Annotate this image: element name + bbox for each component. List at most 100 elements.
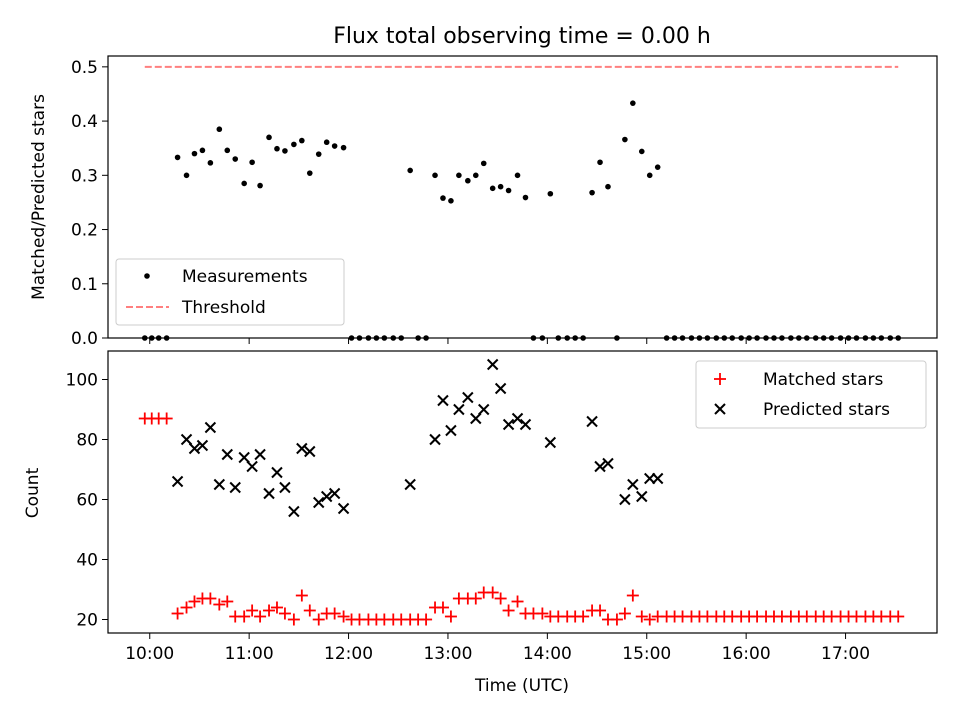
matched-point bbox=[494, 592, 507, 605]
matched-point bbox=[486, 586, 499, 599]
bottom-legend-frame bbox=[695, 360, 927, 429]
x-tick-label: 14:00 bbox=[523, 644, 572, 664]
measurement-point bbox=[597, 159, 603, 166]
x-tick-label: 13:00 bbox=[423, 644, 472, 664]
predicted-point bbox=[486, 358, 499, 371]
matched-point bbox=[188, 595, 201, 608]
top-y-axis-label: Matched/Predicted stars bbox=[29, 94, 49, 300]
predicted-point bbox=[453, 403, 465, 416]
measurement-point bbox=[274, 145, 280, 152]
predicted-point bbox=[445, 424, 457, 437]
top-legend: Measurements Threshold bbox=[115, 258, 345, 326]
predicted-point bbox=[180, 433, 193, 446]
measurement-point bbox=[432, 172, 438, 179]
y-tick-label: 0.3 bbox=[71, 166, 98, 186]
measurement-point bbox=[440, 195, 446, 201]
legend-predicted-marker bbox=[714, 403, 726, 415]
matched-point bbox=[892, 610, 905, 623]
measurement-point bbox=[407, 167, 413, 174]
y-tick-label: 80 bbox=[76, 431, 98, 451]
measurement-point bbox=[174, 154, 181, 161]
measurement-point bbox=[323, 139, 330, 146]
predicted-point bbox=[462, 391, 474, 404]
matched-point bbox=[337, 610, 350, 623]
x-tick-label: 11:00 bbox=[225, 644, 274, 664]
measurement-point bbox=[266, 134, 272, 141]
matched-point bbox=[502, 604, 515, 617]
measurement-point bbox=[605, 183, 611, 190]
matched-point bbox=[238, 610, 251, 623]
predicted-point bbox=[337, 502, 350, 515]
top-legend-frame bbox=[115, 258, 345, 326]
predicted-point bbox=[204, 421, 217, 434]
measurement-point bbox=[646, 172, 653, 179]
chart-title: Flux total observing time = 0.00 h bbox=[333, 24, 711, 49]
predicted-point bbox=[470, 412, 482, 425]
legend-predicted-label: Predicted stars bbox=[763, 400, 890, 420]
predicted-point bbox=[213, 478, 226, 491]
predicted-point bbox=[636, 490, 648, 503]
measurement-point bbox=[622, 136, 628, 143]
predicted-point bbox=[586, 415, 598, 428]
predicted-point bbox=[437, 394, 449, 407]
predicted-point bbox=[404, 478, 416, 491]
measurement-point bbox=[191, 150, 198, 157]
measurement-point bbox=[547, 190, 554, 197]
matched-point bbox=[263, 604, 276, 617]
legend-measurements-marker bbox=[144, 273, 150, 279]
y-tick-label: 60 bbox=[76, 491, 98, 511]
predicted-point bbox=[478, 403, 490, 416]
measurement-point bbox=[241, 180, 247, 187]
measurement-point bbox=[306, 170, 313, 176]
y-tick-label: 100 bbox=[66, 371, 98, 391]
predicted-point bbox=[619, 493, 631, 506]
measurement-point bbox=[199, 147, 206, 154]
x-axis-label: Time (UTC) bbox=[474, 676, 569, 696]
matched-point bbox=[221, 595, 234, 608]
measurement-point bbox=[514, 172, 521, 179]
predicted-point bbox=[171, 475, 184, 488]
predicted-point bbox=[328, 487, 341, 500]
matched-point bbox=[594, 604, 607, 617]
predicted-point bbox=[429, 433, 441, 446]
y-tick-label: 0.0 bbox=[71, 329, 98, 349]
x-tick-label: 15:00 bbox=[622, 644, 671, 664]
legend-threshold-label: Threshold bbox=[181, 298, 266, 318]
matched-point bbox=[246, 604, 259, 617]
matched-point bbox=[270, 601, 283, 614]
measurement-point bbox=[505, 187, 512, 194]
predicted-point bbox=[594, 460, 606, 473]
measurement-point bbox=[465, 177, 471, 184]
matched-point bbox=[610, 613, 623, 626]
matched-point bbox=[278, 607, 291, 620]
predicted-point bbox=[544, 436, 557, 449]
measurement-point bbox=[480, 160, 487, 167]
x-tick-label: 12:00 bbox=[324, 644, 373, 664]
predicted-point bbox=[602, 457, 614, 470]
matched-point bbox=[626, 589, 639, 602]
matched-point bbox=[295, 589, 308, 602]
measurement-point bbox=[249, 159, 255, 166]
matched-point bbox=[536, 607, 549, 620]
bottom-y-axis-label: Count bbox=[23, 467, 43, 518]
measurement-point bbox=[315, 151, 322, 157]
matched-point bbox=[511, 595, 524, 608]
matched-point bbox=[254, 610, 267, 623]
y-tick-label: 40 bbox=[76, 551, 98, 571]
matched-point bbox=[160, 412, 173, 425]
predicted-point bbox=[221, 448, 233, 461]
bottom-legend: Matched stars Predicted stars bbox=[695, 360, 927, 429]
matched-point bbox=[618, 607, 631, 620]
matched-point bbox=[577, 610, 590, 623]
predicted-point bbox=[188, 442, 201, 455]
matched-point bbox=[420, 613, 433, 626]
predicted-point bbox=[279, 481, 291, 494]
top-plot-area bbox=[141, 65, 902, 341]
predicted-point bbox=[494, 382, 507, 395]
measurement-point bbox=[522, 194, 529, 201]
measurement-point bbox=[448, 197, 454, 204]
y-tick-label: 0.1 bbox=[71, 275, 98, 295]
x-tick-label: 17:00 bbox=[821, 644, 870, 664]
matched-point bbox=[328, 607, 341, 620]
matched-point bbox=[180, 601, 193, 614]
